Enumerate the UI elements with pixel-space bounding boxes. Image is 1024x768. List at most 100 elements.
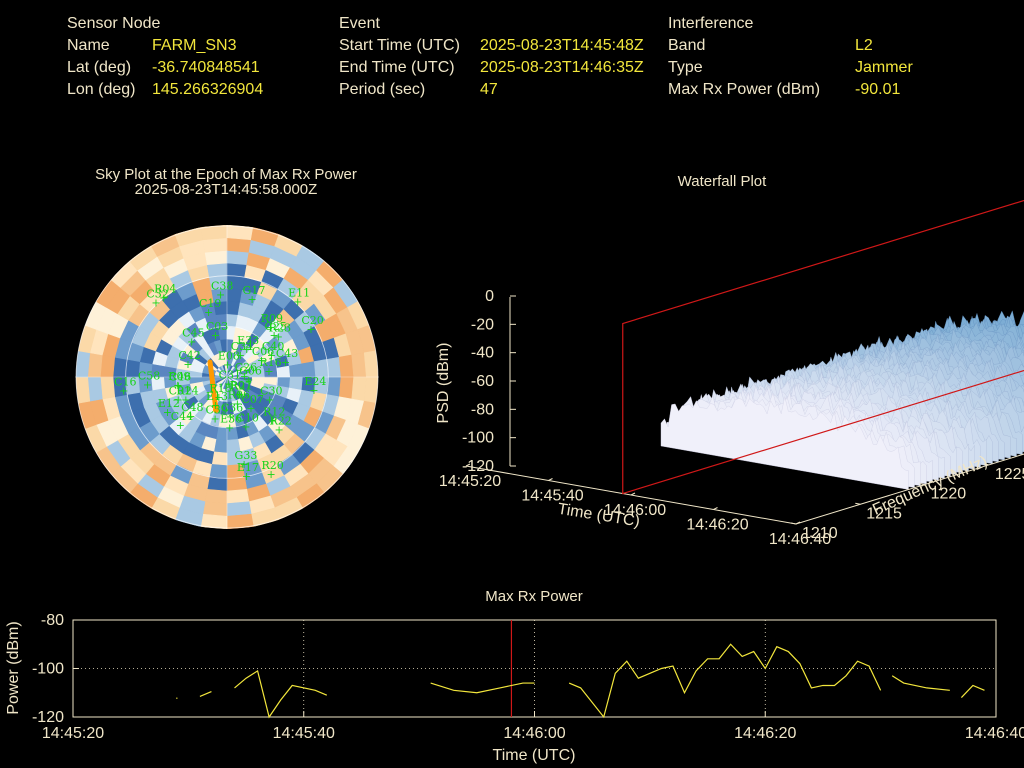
satellite-label: E36: [220, 412, 242, 425]
satellite-label: C39: [205, 404, 227, 417]
satellite-marker: +: [214, 391, 223, 404]
z-tick-label: -100: [462, 430, 494, 447]
satellite-label: C10: [236, 412, 258, 425]
z-tick-label: 0: [485, 288, 494, 305]
power-title: Max Rx Power: [485, 588, 583, 605]
satellite-label: C01: [169, 385, 191, 398]
y-tick-label: 1210: [802, 525, 838, 542]
power-trace: [176, 643, 985, 719]
power-x-tick-label: 14:46:40: [965, 725, 1024, 742]
jammer-track: [207, 359, 219, 413]
satellite-marker: +: [151, 297, 160, 310]
waterfall-slice: [660, 396, 909, 490]
satellite-label: E12: [158, 397, 180, 410]
satellite-label: C48: [181, 401, 203, 414]
power-trace-segment: [430, 682, 535, 694]
satellite-marker: +: [163, 406, 172, 419]
z-tick-label: -20: [471, 316, 494, 333]
satellite-label: C03: [206, 320, 228, 333]
satellite-marker: +: [248, 293, 257, 306]
satellite-marker: +: [264, 365, 273, 378]
satellite-label: G33: [235, 449, 258, 462]
satellite-marker: +: [173, 379, 182, 392]
event-period-label: Period (sec): [339, 81, 426, 98]
sensor-lat-value: -36.740848541: [152, 59, 260, 76]
satellite-label: E33: [237, 334, 259, 347]
satellite-label: C26: [235, 361, 257, 374]
satellite-marker: +: [176, 419, 185, 432]
event-start-value: 2025-08-23T14:45:48Z: [480, 37, 644, 54]
satellite-label: C43: [276, 347, 298, 360]
satellite-label: C36: [221, 401, 243, 414]
satellite-label: C19: [199, 297, 221, 310]
satellite-marker: +: [240, 370, 249, 383]
satellite-label: E11: [288, 287, 310, 300]
satellite-marker: +: [309, 384, 318, 397]
satellite-marker: +: [235, 388, 244, 401]
satellite-marker: +: [211, 329, 220, 342]
power-y-tick-label: -100: [32, 661, 64, 678]
satellite-label: C31: [219, 368, 241, 381]
satellite-marker: +: [216, 289, 225, 302]
satellite-marker: +: [181, 393, 190, 406]
x-tick-label: 14:46:00: [604, 502, 666, 519]
satellite-label: E08: [218, 350, 240, 363]
y-tick-label: 1215: [866, 505, 902, 522]
satellite-marker: +: [242, 470, 251, 483]
sensor-name-label: Name: [67, 37, 110, 54]
event-heading: Event: [339, 15, 380, 32]
satellite-marker: +: [270, 329, 279, 342]
y-tick: [790, 522, 797, 525]
event-period-value: 47: [480, 81, 498, 98]
z-tick-label: -120: [462, 458, 494, 475]
satellite-marker: +: [267, 349, 276, 362]
satellite-marker: +: [274, 423, 283, 436]
satellite-marker: +: [211, 399, 220, 412]
y-tick-label: 1220: [931, 486, 967, 503]
sky-cell: [363, 350, 378, 378]
x-tick-label: 14:46:40: [769, 531, 831, 548]
satellite-marker: +: [225, 421, 234, 434]
jammer-point: [213, 407, 219, 413]
x-tick-label: 14:45:40: [521, 488, 583, 505]
satellite-label: R09: [168, 370, 190, 383]
power-x-tick-label: 14:45:20: [42, 725, 104, 742]
satellite-marker: +: [281, 356, 290, 369]
y-tick: [919, 483, 925, 486]
satellite-marker: +: [223, 359, 232, 372]
satellite-marker: +: [119, 384, 128, 397]
y-tick: [983, 463, 989, 466]
skyplot-title: Sky Plot at the Epoch of Max Rx Power: [95, 166, 357, 183]
satellite-label: R06: [228, 388, 250, 401]
skyplot-track: [207, 359, 219, 413]
power-x-axis-label: Time (UTC): [493, 747, 576, 764]
satellite-label: C40: [262, 340, 284, 353]
satellite-marker: +: [235, 388, 244, 401]
satellite-marker: +: [268, 415, 277, 428]
sensor-lat-label: Lat (deg): [67, 59, 132, 76]
satellite-label: C42: [178, 349, 200, 362]
satellite-marker: +: [187, 335, 196, 348]
x-tick-label: 14:46:20: [686, 517, 748, 534]
max-rx-power-value: -90.01: [855, 81, 901, 98]
sky-cell: [200, 225, 228, 241]
power-y-axis-label: Power (dBm): [5, 621, 22, 714]
satellite-marker: +: [174, 394, 183, 407]
satellite-label: R21: [230, 379, 252, 392]
satellite-label: C44: [171, 410, 193, 423]
satellite-marker: +: [174, 380, 183, 393]
satellite-label: R23: [269, 322, 291, 335]
y-tick: [855, 502, 861, 505]
satellite-label: E24: [304, 375, 326, 388]
waterfall-title: Waterfall Plot: [677, 173, 767, 190]
skyplot-satellites: +C25+C06+G06+C40+R22+C07+R21+R06+C10+E36…: [114, 280, 326, 484]
satellite-label: E17: [237, 461, 259, 474]
satellite-marker: +: [226, 410, 235, 423]
skyplot-heatmap: [76, 225, 378, 529]
satellite-label: R20: [261, 459, 283, 472]
power-y-tick-label: -80: [41, 612, 64, 629]
z-tick-label: -80: [471, 401, 494, 418]
